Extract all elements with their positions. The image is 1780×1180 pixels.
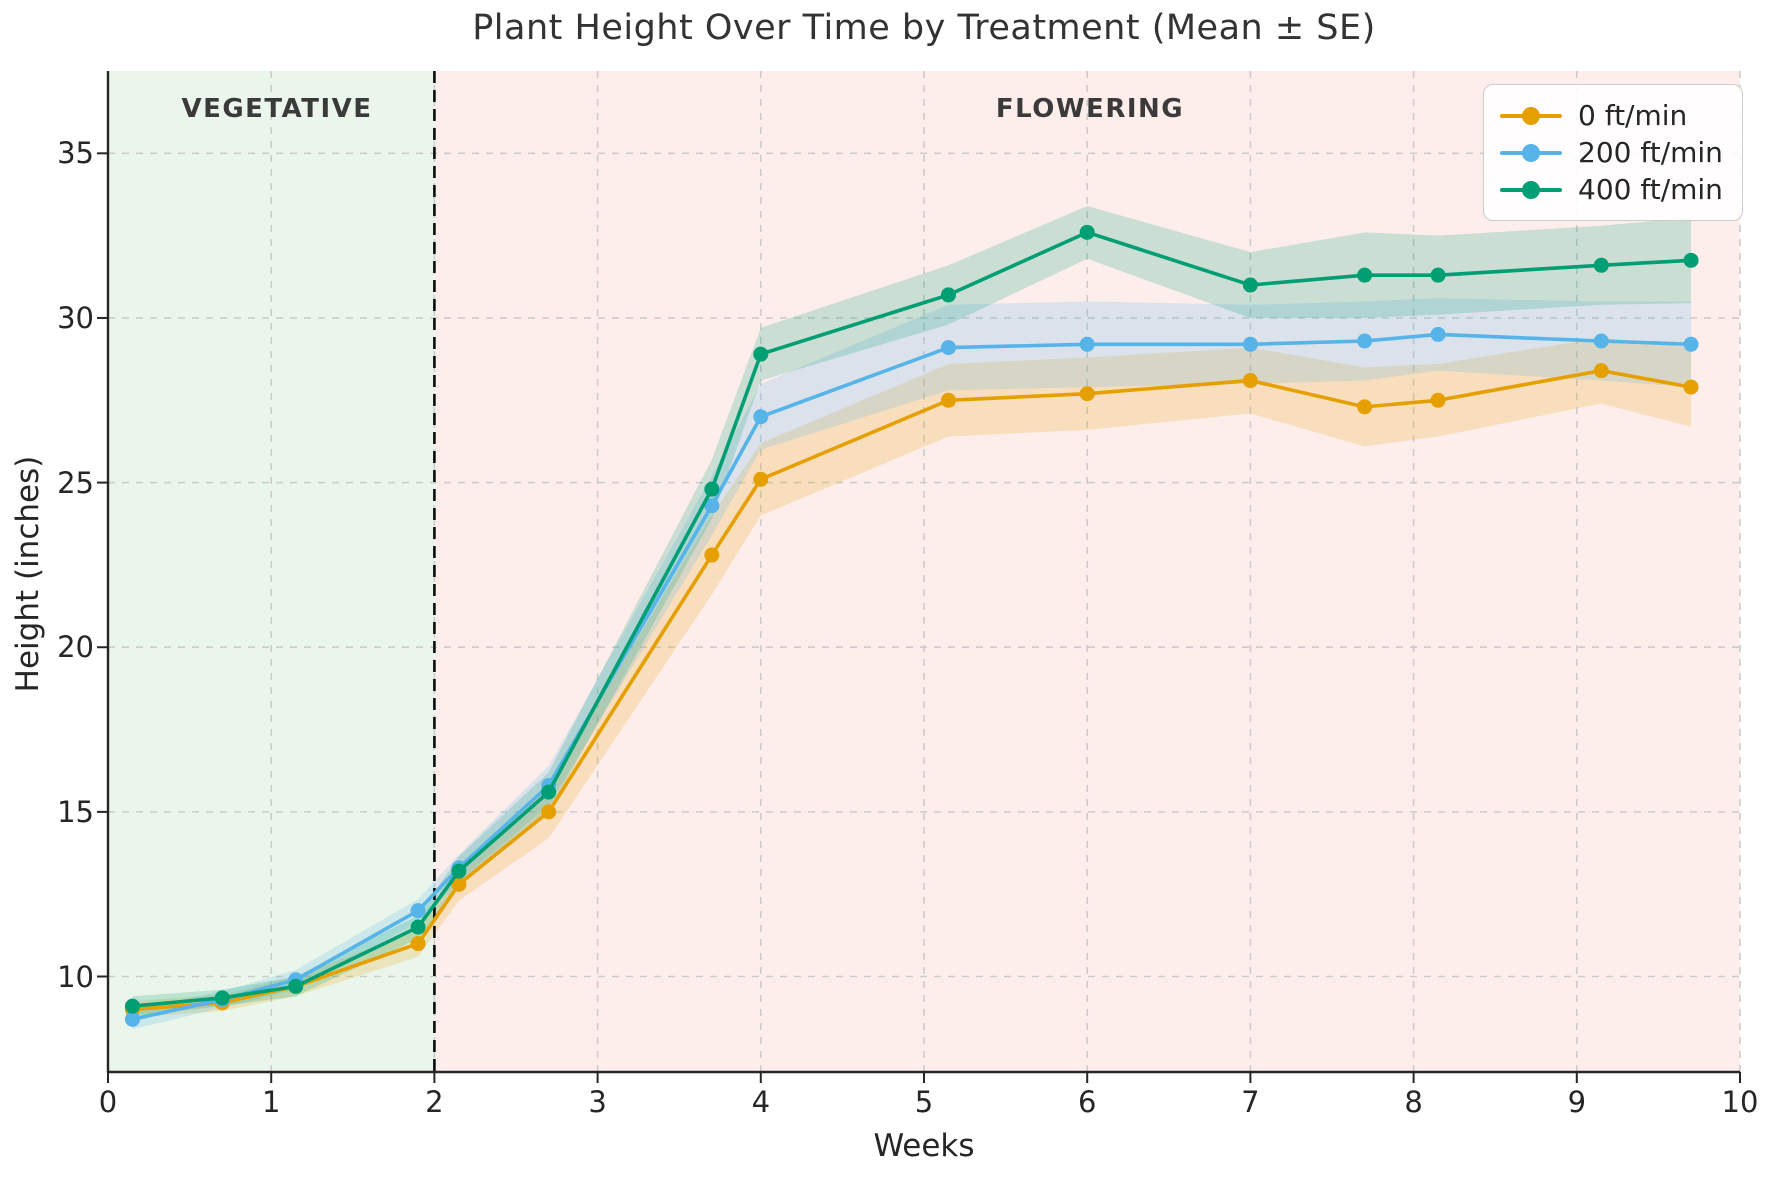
y-tick-label: 25 [57, 465, 94, 500]
data-point-marker-0-ft-min [1357, 399, 1373, 415]
x-tick-label: 1 [261, 1085, 281, 1119]
data-point-marker-400-ft-min [1430, 267, 1446, 283]
x-tick-label: 9 [1567, 1085, 1587, 1119]
x-tick-label: 2 [425, 1085, 444, 1119]
data-point-marker-400-ft-min [704, 481, 720, 497]
data-point-marker-400-ft-min [1242, 277, 1258, 293]
series-band-0-ft-min [132, 337, 1692, 1018]
data-point-marker-0-ft-min [1079, 386, 1095, 402]
data-point-marker-200-ft-min [1079, 336, 1095, 352]
x-axis-label: Weeks [873, 1128, 975, 1164]
legend-line-marker-icon [1500, 106, 1562, 126]
data-point-marker-400-ft-min [753, 346, 769, 362]
x-tick-label: 10 [1721, 1085, 1759, 1119]
legend-item-0ftmin: 0 ft/min [1500, 97, 1728, 134]
data-point-marker-200-ft-min [1683, 336, 1699, 352]
data-point-marker-200-ft-min [704, 498, 720, 514]
phase-label-vegetative: VEGETATIVE [181, 94, 373, 124]
data-point-marker-0-ft-min [753, 471, 769, 487]
legend: 0 ft/min 200 ft/min 400 ft/min [1483, 84, 1743, 221]
data-point-marker-200-ft-min [1593, 333, 1609, 349]
y-axis-label: Height (inches) [10, 455, 46, 693]
y-tick-label: 20 [57, 630, 94, 665]
data-point-marker-0-ft-min [541, 804, 557, 820]
data-point-marker-200-ft-min [1430, 326, 1446, 342]
legend-item-400ftmin: 400 ft/min [1500, 171, 1728, 208]
x-tick-label: 3 [588, 1085, 607, 1119]
legend-label: 400 ft/min [1578, 173, 1723, 206]
data-point-marker-0-ft-min [451, 876, 467, 892]
data-point-marker-200-ft-min [124, 1011, 140, 1027]
data-point-marker-0-ft-min [1593, 363, 1609, 379]
y-tick-label: 15 [57, 794, 94, 829]
data-point-marker-0-ft-min [940, 392, 956, 408]
data-point-marker-200-ft-min [1357, 333, 1373, 349]
data-point-marker-200-ft-min [1242, 336, 1258, 352]
data-point-marker-400-ft-min [1683, 252, 1699, 268]
legend-line-marker-icon [1500, 143, 1562, 163]
data-point-marker-0-ft-min [410, 936, 426, 952]
data-point-marker-400-ft-min [214, 990, 230, 1006]
x-tick-label: 6 [1077, 1085, 1097, 1119]
data-point-marker-400-ft-min [288, 978, 304, 994]
legend-item-200ftmin: 200 ft/min [1500, 134, 1728, 171]
x-tick-label: 8 [1404, 1085, 1423, 1119]
data-point-marker-0-ft-min [1242, 373, 1258, 389]
x-tick-label: 4 [751, 1085, 771, 1119]
data-point-marker-400-ft-min [451, 863, 467, 879]
data-point-marker-400-ft-min [124, 998, 140, 1014]
data-point-marker-200-ft-min [410, 903, 426, 919]
legend-label: 200 ft/min [1578, 136, 1723, 169]
x-tick-label: 0 [98, 1085, 118, 1119]
x-tick-label: 7 [1241, 1085, 1260, 1119]
data-point-marker-400-ft-min [410, 919, 426, 935]
data-point-marker-400-ft-min [1593, 257, 1609, 273]
y-tick-label: 30 [57, 300, 94, 335]
data-point-marker-200-ft-min [753, 409, 769, 425]
data-point-marker-0-ft-min [1683, 379, 1699, 395]
series-band-200-ft-min [132, 298, 1692, 1030]
legend-line-marker-icon [1500, 180, 1562, 200]
data-point-marker-200-ft-min [940, 340, 956, 356]
y-tick-label: 35 [57, 136, 94, 171]
data-point-marker-400-ft-min [1079, 224, 1095, 240]
data-point-marker-400-ft-min [940, 287, 956, 303]
data-point-marker-0-ft-min [704, 547, 720, 563]
data-point-marker-0-ft-min [1430, 392, 1446, 408]
y-tick-label: 10 [57, 959, 94, 994]
chart-title: Plant Height Over Time by Treatment (Mea… [472, 8, 1376, 48]
phase-region-vegetative [108, 71, 435, 1072]
data-point-marker-400-ft-min [1357, 267, 1373, 283]
x-tick-label: 5 [914, 1085, 934, 1119]
legend-label: 0 ft/min [1578, 99, 1688, 132]
data-point-marker-400-ft-min [541, 784, 557, 800]
phase-label-flowering: FLOWERING [995, 94, 1185, 124]
